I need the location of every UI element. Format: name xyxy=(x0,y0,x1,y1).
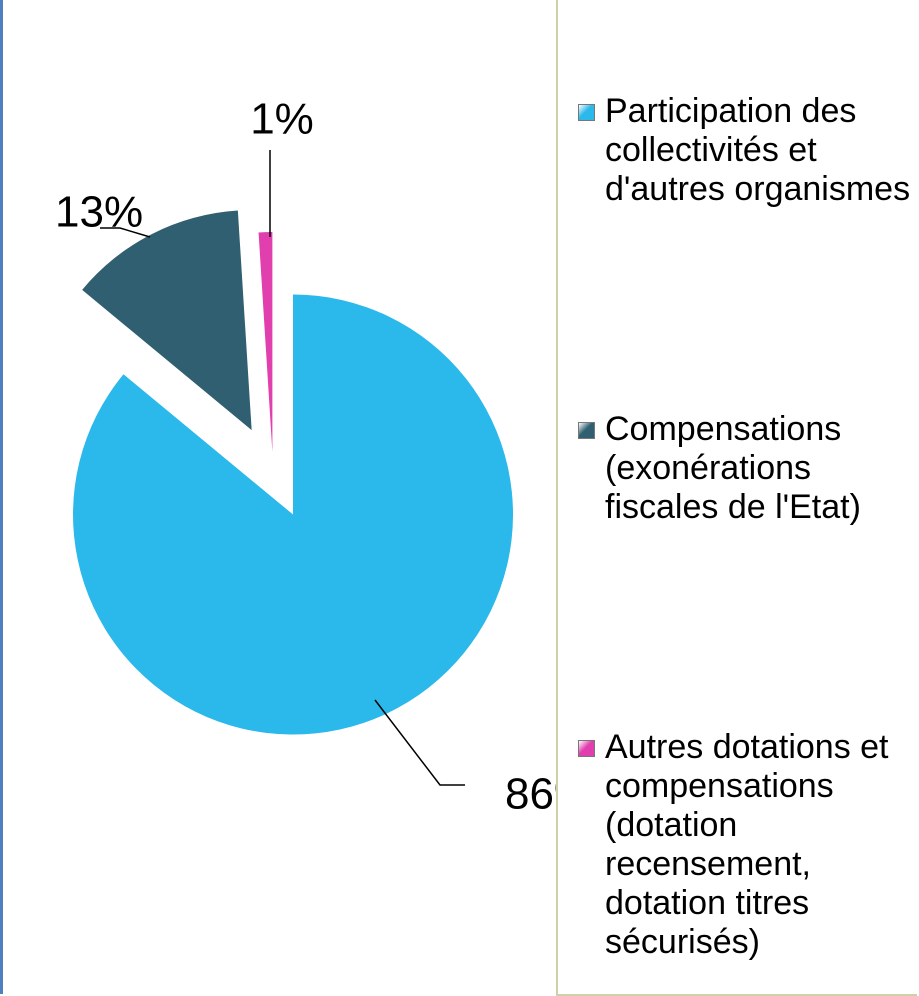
legend-marker xyxy=(578,422,595,439)
pie-slice xyxy=(258,232,273,453)
leader-line xyxy=(374,699,465,786)
pie-slice xyxy=(82,210,252,431)
legend-label: Compensations (exonérations fiscales de … xyxy=(605,410,861,526)
pie-slice xyxy=(73,294,514,735)
data-label: 86% xyxy=(505,770,556,819)
legend: Participation des collectivités et d'aut… xyxy=(556,0,917,996)
legend-entry: Participation des collectivités et d'aut… xyxy=(578,92,919,209)
legend-marker xyxy=(578,104,595,121)
legend-marker xyxy=(578,740,595,757)
legend-label: Participation des collectivités et d'aut… xyxy=(605,92,911,208)
legend-entry: Compensations (exonérations fiscales de … xyxy=(578,410,919,527)
legend-label: Autres dotations et compensations (dotat… xyxy=(605,728,889,961)
chart: 86% 13% 1% xyxy=(55,95,556,819)
data-label: 1% xyxy=(250,95,314,144)
leader-line xyxy=(100,227,151,238)
data-label: 13% xyxy=(55,188,143,237)
legend-entry: Autres dotations et compensations (dotat… xyxy=(578,728,919,962)
